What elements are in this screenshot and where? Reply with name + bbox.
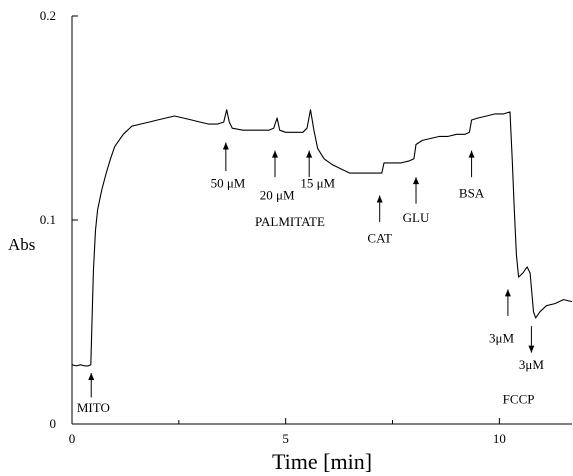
annotation-arrow-head	[222, 142, 229, 150]
annotation-label: PALMITATE	[255, 214, 325, 229]
annotation-label: 15 μM	[300, 175, 335, 190]
x-tick-label: 10	[493, 431, 506, 446]
annotation-arrow-head	[504, 289, 511, 297]
annotation-arrow-head	[528, 345, 535, 353]
y-tick-label: 0	[50, 416, 57, 431]
plot-area	[71, 109, 573, 367]
annotation-arrow-head	[271, 150, 278, 158]
annotation-label: CAT	[367, 230, 392, 245]
y-tick-label: 0.1	[40, 212, 56, 227]
annotation-label: 3μM	[489, 330, 514, 345]
annotation-arrow-head	[376, 195, 383, 203]
annotation-arrow-head	[413, 177, 420, 185]
y-axis-title: Abs	[8, 235, 35, 254]
annotation-label: 20 μM	[260, 188, 295, 203]
annotation-arrow-head	[306, 150, 313, 158]
annotation-label: 50 μM	[211, 175, 246, 190]
annotation-arrow-head	[468, 150, 475, 158]
annotation-label: BSA	[459, 186, 485, 201]
annotations: MITO 50 μM 20 μM 15 μM PALMITATE CAT GLU BSA 3μM…	[77, 142, 544, 415]
y-tick-label: 0.2	[40, 8, 56, 23]
x-axis-title: Time [min]	[272, 449, 372, 474]
annotation-label: GLU	[403, 210, 430, 225]
x-tick-label: 0	[69, 431, 76, 446]
axes: 0 5 10 0 0.1 0.2	[40, 8, 572, 446]
annotation-arrow-head	[88, 373, 95, 380]
x-tick-label: 5	[282, 431, 289, 446]
absorbance-trace	[71, 109, 573, 367]
annotation-label: MITO	[77, 400, 110, 415]
annotation-label: 3μM	[519, 357, 544, 372]
annotation-label: FCCP	[503, 392, 535, 407]
